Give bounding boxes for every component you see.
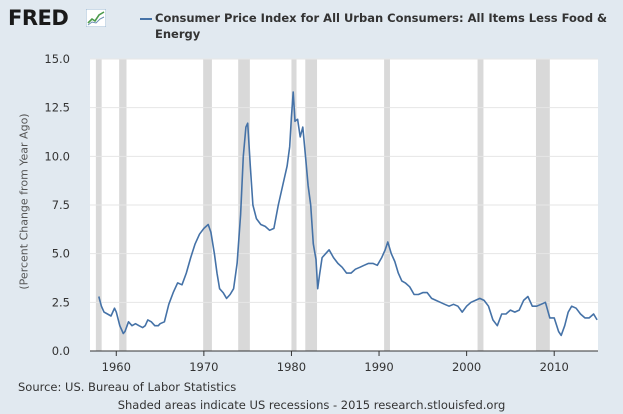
x-tick-label: 1970 — [189, 360, 218, 374]
x-tick-label: 1990 — [364, 360, 393, 374]
series-line-0 — [98, 91, 598, 337]
line-graph-icon — [86, 9, 106, 27]
x-tick-label: 1980 — [277, 360, 306, 374]
source-note: Source: US. Bureau of Labor Statistics — [18, 380, 237, 394]
chart-title: Consumer Price Index for All Urban Consu… — [155, 11, 608, 41]
x-tick-label: 2010 — [540, 360, 569, 374]
y-tick-labels: 0.0 2.5 5.0 7.5 10.0 12.5 15.0 — [44, 52, 70, 358]
y-tick-label: 0.0 — [52, 344, 70, 358]
y-tick-label: 7.5 — [52, 198, 70, 212]
x-tick-label: 2000 — [452, 360, 481, 374]
legend-swatch — [140, 18, 152, 20]
x-tick-labels: 1960 1970 1980 1990 2000 2010 — [102, 351, 569, 374]
y-tick-label: 15.0 — [44, 52, 70, 66]
y-tick-label: 2.5 — [52, 295, 70, 309]
fred-logo: FRED — [8, 6, 69, 30]
y-tick-label: 5.0 — [52, 247, 70, 261]
x-tick-label: 1960 — [102, 360, 131, 374]
grid-lines — [90, 58, 598, 303]
recession-note: Shaded areas indicate US recessions - 20… — [117, 398, 506, 412]
y-tick-label: 10.0 — [44, 149, 70, 163]
y-tick-label: 12.5 — [44, 101, 70, 115]
series-layer — [98, 91, 598, 337]
